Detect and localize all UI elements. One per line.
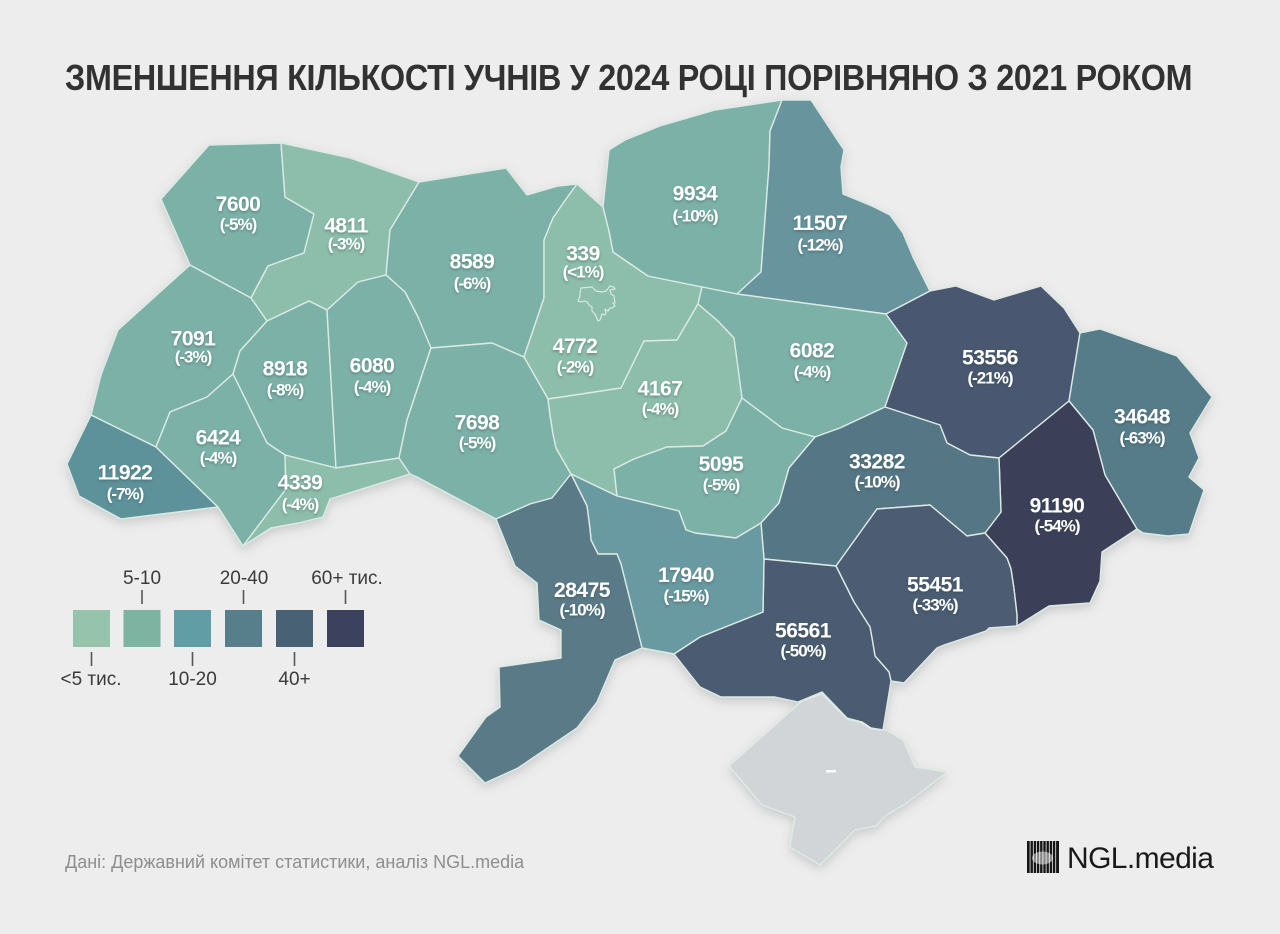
svg-text:6082: 6082 [790, 340, 835, 363]
svg-text:7091: 7091 [171, 328, 217, 351]
svg-text:(-33%): (-33%) [912, 596, 957, 615]
svg-text:55451: 55451 [907, 574, 964, 597]
svg-text:(-54%): (-54%) [1034, 517, 1079, 536]
svg-text:7698: 7698 [455, 412, 501, 435]
svg-text:5095: 5095 [699, 453, 745, 476]
svg-text:(-2%): (-2%) [557, 358, 594, 377]
svg-text:(-21%): (-21%) [967, 369, 1012, 388]
svg-text:(-5%): (-5%) [703, 476, 740, 495]
svg-text:(-5%): (-5%) [220, 215, 257, 234]
svg-text:34648: 34648 [1114, 406, 1171, 429]
svg-text:60+ тис.: 60+ тис. [311, 568, 383, 589]
svg-text:10-20: 10-20 [168, 669, 217, 690]
svg-text:(-4%): (-4%) [354, 378, 391, 397]
svg-text:(-50%): (-50%) [780, 642, 825, 661]
svg-text:11507: 11507 [793, 212, 848, 235]
svg-text:4772: 4772 [553, 335, 598, 358]
svg-text:(-6%): (-6%) [454, 274, 491, 293]
svg-text:(-7%): (-7%) [107, 485, 144, 504]
svg-text:11922: 11922 [98, 462, 153, 485]
svg-text:4167: 4167 [638, 378, 683, 401]
svg-text:(-4%): (-4%) [794, 363, 831, 382]
svg-text:(-4%): (-4%) [200, 449, 237, 468]
svg-text:(-12%): (-12%) [797, 236, 842, 255]
svg-text:8918: 8918 [263, 358, 309, 381]
svg-text:<5 тис.: <5 тис. [60, 669, 121, 690]
svg-text:5-10: 5-10 [123, 568, 161, 589]
svg-text:(-15%): (-15%) [663, 587, 708, 606]
svg-text:91190: 91190 [1030, 495, 1085, 518]
svg-text:(-63%): (-63%) [1119, 429, 1164, 448]
svg-text:40+: 40+ [278, 669, 310, 690]
svg-text:33282: 33282 [849, 451, 905, 474]
svg-text:20-40: 20-40 [220, 568, 269, 589]
svg-text:Дані: Державний комітет статис: Дані: Державний комітет статистики, анал… [65, 852, 525, 872]
svg-text:(-4%): (-4%) [282, 495, 319, 514]
svg-text:NGL.media: NGL.media [1067, 842, 1214, 875]
svg-text:8589: 8589 [450, 251, 495, 274]
svg-text:17940: 17940 [658, 564, 714, 587]
svg-text:4811: 4811 [324, 215, 368, 238]
svg-text:28475: 28475 [554, 579, 611, 602]
svg-text:7600: 7600 [216, 193, 261, 216]
svg-text:339: 339 [566, 243, 600, 266]
svg-text:(-3%): (-3%) [175, 348, 212, 367]
svg-text:6080: 6080 [350, 355, 395, 378]
svg-text:6424: 6424 [196, 427, 242, 450]
svg-text:(<1%): (<1%) [563, 263, 604, 282]
svg-text:(-10%): (-10%) [559, 601, 604, 620]
svg-text:(-8%): (-8%) [267, 381, 304, 400]
svg-text:(-10%): (-10%) [672, 207, 717, 226]
svg-text:(-10%): (-10%) [854, 473, 899, 492]
svg-text:(-5%): (-5%) [459, 434, 496, 453]
svg-text:9934: 9934 [673, 183, 719, 206]
svg-text:53556: 53556 [962, 347, 1018, 370]
svg-text:4339: 4339 [278, 472, 323, 495]
svg-text:(-3%): (-3%) [328, 235, 365, 254]
svg-text:56561: 56561 [775, 620, 832, 643]
svg-text:(-4%): (-4%) [642, 400, 679, 419]
